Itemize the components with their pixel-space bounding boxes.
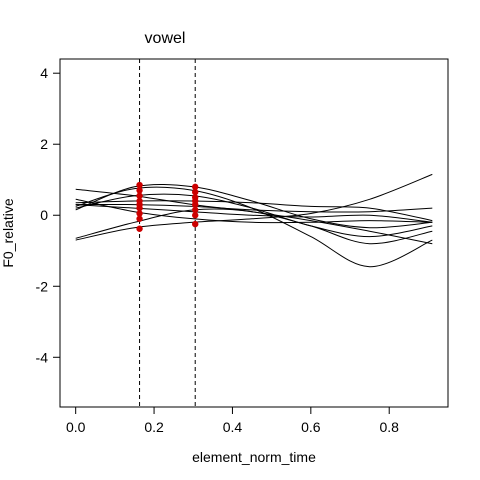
plot-area (53, 59, 448, 414)
plot-frame (60, 59, 448, 407)
data-point (192, 221, 198, 227)
x-tick-label: 0.8 (379, 419, 399, 435)
x-tick-label: 0.4 (223, 419, 243, 435)
series-line (76, 205, 433, 223)
y-tick-label: 2 (40, 136, 48, 152)
y-axis-label: F0_relative (0, 198, 16, 267)
x-tick-label: 0.6 (301, 419, 321, 435)
x-tick-label: 0.2 (144, 419, 164, 435)
x-axis-label: element_norm_time (192, 449, 316, 465)
y-tick-label: 4 (40, 65, 48, 81)
y-tick-label: -2 (36, 278, 49, 294)
x-tick-label: 0.0 (66, 419, 86, 435)
series-line (76, 184, 433, 227)
chart-title: vowel (145, 30, 186, 47)
series-line (76, 209, 433, 244)
data-point (136, 226, 142, 232)
y-tick-label: 0 (40, 207, 48, 223)
series-line (76, 187, 433, 267)
data-point (136, 216, 142, 222)
series-line (76, 174, 433, 240)
data-point (192, 212, 198, 218)
y-tick-label: -4 (36, 349, 49, 365)
series-line (76, 189, 433, 243)
